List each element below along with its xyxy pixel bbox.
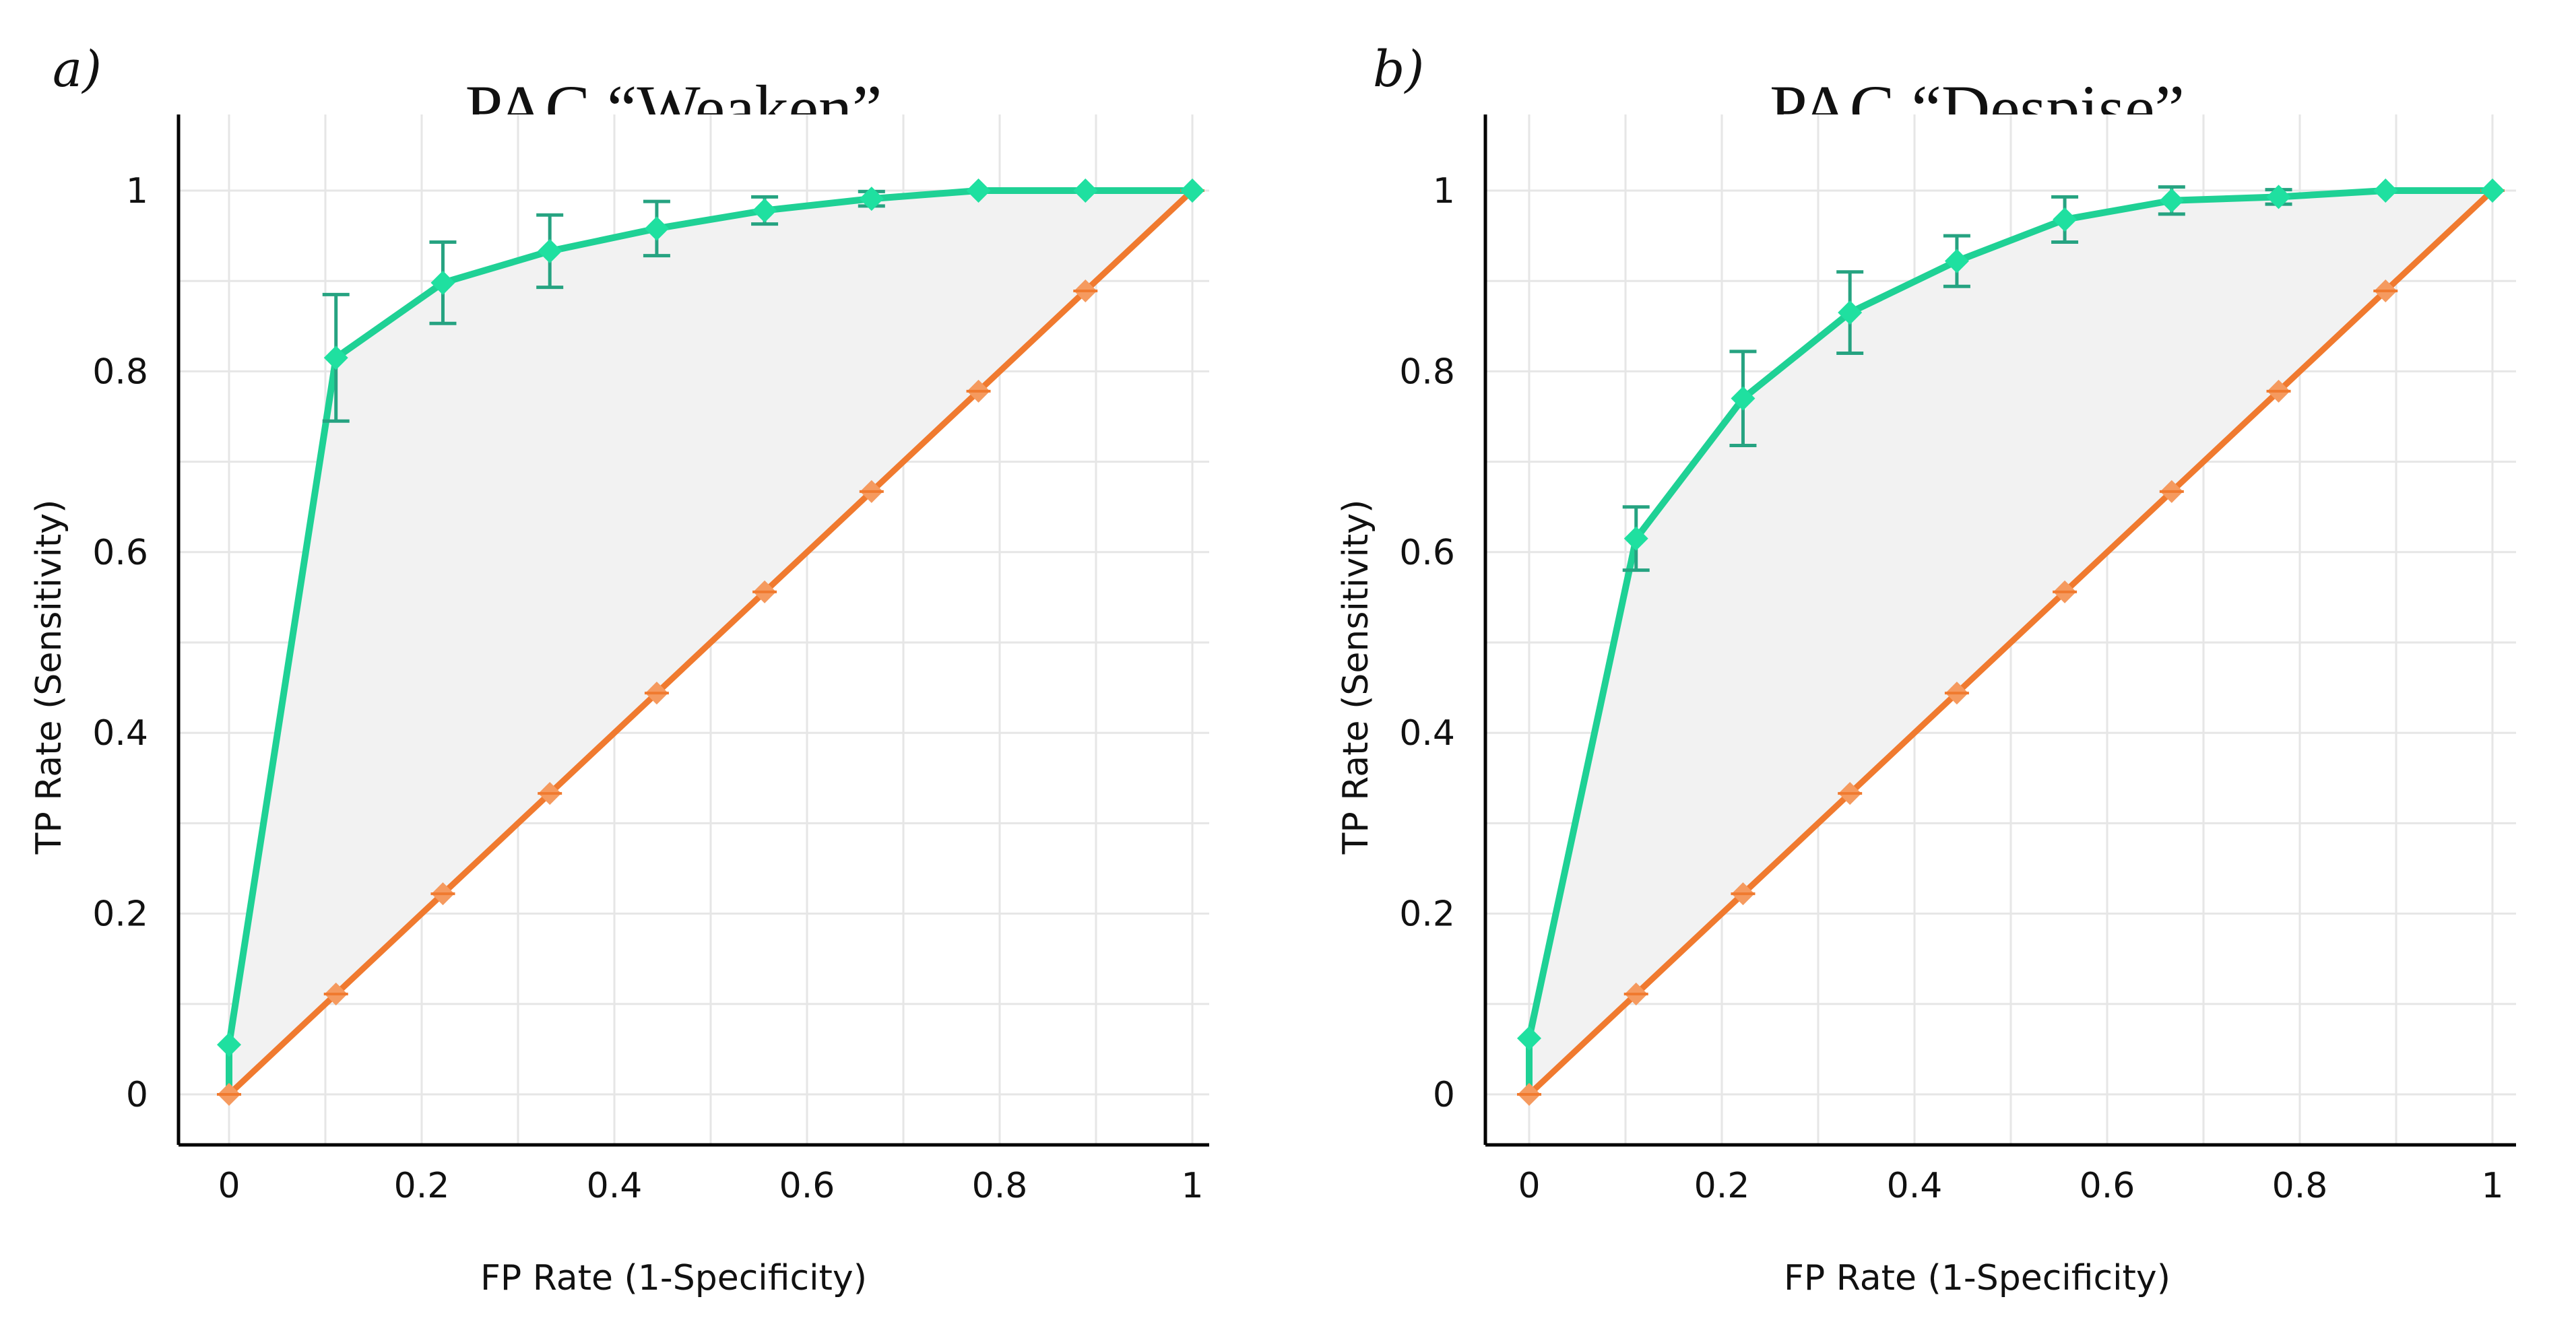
chart-b-random-point-6: [2159, 480, 2184, 503]
chart-b-xtick-2: 0.4: [1887, 1166, 1943, 1206]
chart-b-random-point-2: [1731, 882, 1756, 906]
chart-b-markers: [1517, 178, 2505, 1106]
chart-a-markers: [217, 178, 1204, 1106]
chart-a-xtick-4: 0.8: [972, 1166, 1028, 1206]
chart-a-xtick-2: 0.4: [587, 1166, 643, 1206]
chart-a-ytick-0: 0: [126, 1075, 148, 1115]
chart-b-xtick-0: 0: [1518, 1166, 1540, 1206]
chart-a-axes: [176, 114, 1209, 1147]
chart-a-roc-point-2: [323, 345, 348, 370]
chart-a-xlabel: FP Rate (1-Specificity): [480, 1258, 867, 1298]
chart-a-roc-point-8: [966, 178, 991, 203]
chart-a-roc-point-9: [1073, 178, 1098, 203]
chart-b-random-point-4: [1944, 682, 1969, 705]
chart-a-ytick-2: 0.4: [92, 713, 148, 754]
chart-b-ytick-4: 0.8: [1399, 352, 1455, 392]
chart-b-roc-point-7: [2159, 188, 2184, 213]
chart-a-random-point-4: [644, 682, 669, 705]
chart-b-ytick-5: 1: [1433, 171, 1455, 211]
chart-a-ytick-1: 0.2: [92, 894, 148, 935]
chart-a-random-point-2: [430, 882, 455, 906]
chart-b-roc-point-5: [1944, 249, 1969, 273]
chart-b-random-point-7: [2266, 379, 2291, 403]
chart-b-xtick-4: 0.8: [2272, 1166, 2328, 1206]
chart-a-xtick-3: 0.6: [779, 1166, 835, 1206]
chart-a-ylabel: TP Rate (Sensitivity): [29, 500, 69, 855]
chart-b-ytick-2: 0.4: [1399, 713, 1455, 754]
chart-b-roc-point-3: [1731, 386, 1756, 411]
chart-a-ytick-5: 1: [126, 171, 148, 211]
chart-a-roc-point-4: [538, 238, 562, 263]
chart-a-roc-point-10: [1180, 178, 1204, 203]
chart-a-roc-point-6: [752, 198, 777, 223]
chart-b-roc-point-2: [1623, 526, 1648, 551]
chart-a-ytick-4: 0.8: [92, 352, 148, 392]
chart-b-ylabel: TP Rate (Sensitivity): [1336, 500, 1376, 855]
chart-b-xtick-5: 1: [2481, 1166, 2503, 1206]
chart-a-xtick-1: 0.2: [394, 1166, 450, 1206]
chart-a-roc-point-3: [430, 270, 455, 295]
chart-b-roc-point-8: [2266, 185, 2291, 209]
chart-b-roc-point-10: [2480, 178, 2505, 203]
chart-a-ytick-3: 0.6: [92, 533, 148, 573]
chart-a-random-point-0: [217, 1083, 241, 1106]
chart-b-roc-point-1: [1517, 1026, 1541, 1051]
chart-b-random-point-1: [1623, 983, 1648, 1006]
chart-a-series-random: [226, 188, 1195, 1097]
chart-b-xtick-3: 0.6: [2080, 1166, 2135, 1206]
chart-b-roc-point-4: [1838, 300, 1863, 325]
chart-a-random-point-3: [538, 782, 562, 805]
panel-b-letter: b): [1373, 40, 1424, 98]
chart-b-random-point-3: [1838, 782, 1863, 805]
chart-a-random-point-5: [752, 580, 777, 603]
chart-b-xtick-1: 0.2: [1694, 1166, 1750, 1206]
chart-b-ytick-3: 0.6: [1399, 533, 1455, 573]
chart-a-tick-labels: 0 0.2 0.4 0.6 0.8 1 0 0.2 0.4 0.6 0.8 1: [92, 171, 1203, 1206]
chart-b-axes: [1483, 114, 2516, 1147]
chart-b-ytick-0: 0: [1433, 1075, 1455, 1115]
chart-a-random-point-6: [859, 480, 884, 503]
chart-b-random-point-8: [2373, 279, 2398, 302]
chart-b-tick-labels: 0 0.2 0.4 0.6 0.8 1 0 0.2 0.4 0.6 0.8 1: [1399, 171, 2503, 1206]
chart-a-xtick-0: 0: [218, 1166, 240, 1206]
chart-a-random-point-7: [966, 379, 991, 403]
chart-b-ytick-1: 0.2: [1399, 894, 1455, 935]
chart-a-random-point-1: [323, 983, 348, 1006]
chart-b-xlabel: FP Rate (1-Specificity): [1784, 1258, 2170, 1298]
panel-a-letter: a): [53, 40, 102, 98]
chart-b-series-random: [1526, 188, 2495, 1097]
chart-a-roc-point-5: [644, 216, 669, 241]
chart-b-roc-point-9: [2373, 178, 2398, 203]
chart-b-random-point-0: [1517, 1083, 1541, 1106]
chart-a-roc-point-1: [217, 1032, 241, 1057]
panel-despise: b) PAC “Despise” FP Rate (1-Specificity)…: [1336, 40, 2516, 1298]
chart-a-xtick-5: 1: [1181, 1166, 1203, 1206]
chart-b-random-point-5: [2053, 580, 2078, 603]
panel-weaken: a) PAC “Weaken” FP Rate (1-Specificity) …: [29, 40, 1209, 1298]
chart-a-roc-point-7: [859, 187, 884, 211]
chart-a-random-point-8: [1073, 279, 1098, 302]
chart-b-roc-point-6: [2053, 207, 2078, 232]
